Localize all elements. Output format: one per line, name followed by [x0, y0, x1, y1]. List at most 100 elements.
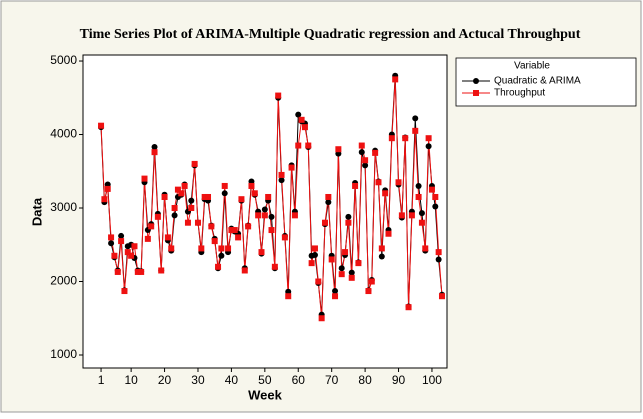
data-point [275, 92, 282, 99]
legend-label: Quadratic & ARIMA [494, 76, 581, 87]
data-point [111, 252, 118, 259]
x-axis-label: Week [248, 387, 282, 402]
data-point [211, 238, 218, 245]
data-point [194, 219, 201, 226]
data-point [408, 212, 415, 219]
data-point [235, 234, 242, 241]
data-point [402, 135, 409, 142]
data-point [311, 252, 318, 259]
y-tick-label: 2000 [50, 274, 77, 288]
data-point [315, 278, 322, 285]
data-point [141, 175, 148, 182]
data-point [278, 177, 285, 184]
data-point [154, 213, 161, 220]
data-point [178, 190, 185, 197]
data-point [318, 315, 325, 322]
data-point [108, 240, 115, 247]
x-tick-label: 70 [325, 373, 339, 387]
data-point [311, 245, 318, 252]
data-point [298, 116, 305, 123]
data-point [131, 243, 138, 250]
x-tick-label: 80 [358, 373, 372, 387]
data-point [118, 238, 125, 245]
data-point [415, 182, 422, 189]
data-point [261, 206, 268, 213]
data-point [218, 245, 225, 252]
x-tick-label: 10 [124, 373, 138, 387]
data-point [281, 234, 288, 241]
data-point [171, 212, 178, 219]
x-tick-label: 20 [158, 373, 172, 387]
data-point [291, 212, 298, 219]
data-point [128, 252, 135, 259]
data-point [435, 256, 442, 263]
data-point [248, 182, 255, 189]
data-point [328, 256, 335, 263]
data-point [418, 210, 425, 217]
data-point [151, 149, 158, 156]
data-point [365, 288, 372, 295]
data-point [432, 193, 439, 200]
data-point [245, 223, 252, 230]
data-point [221, 190, 228, 197]
chart-title: Time Series Plot of ARIMA-Multiple Quadr… [80, 27, 581, 42]
data-point [332, 288, 339, 295]
data-point [268, 227, 275, 234]
data-point [148, 223, 155, 230]
data-point [268, 213, 275, 220]
data-point [395, 179, 402, 186]
data-point [432, 203, 439, 210]
data-point [225, 245, 232, 252]
y-axis-label: Data [29, 197, 44, 226]
data-point [184, 219, 191, 226]
data-point [104, 185, 111, 192]
data-point [228, 227, 235, 234]
data-point [385, 230, 392, 237]
data-point [335, 146, 342, 153]
data-point [108, 234, 115, 241]
data-point [285, 293, 292, 300]
x-tick-label: 30 [191, 373, 205, 387]
data-point [218, 252, 225, 259]
y-tick-label: 3000 [50, 200, 77, 214]
data-point [352, 182, 359, 189]
y-tick-label: 5000 [50, 53, 77, 67]
data-point [295, 142, 302, 149]
data-point [231, 227, 238, 234]
data-point [405, 304, 412, 311]
data-point [205, 193, 212, 200]
data-point [251, 190, 258, 197]
data-point [258, 249, 265, 256]
data-point [338, 271, 345, 278]
legend-box [455, 57, 637, 107]
data-point [342, 249, 349, 256]
data-point [435, 249, 442, 256]
data-point [158, 267, 165, 274]
data-point [415, 193, 422, 200]
x-tick-label: 90 [392, 373, 406, 387]
y-tick-label: 4000 [50, 127, 77, 141]
legend-title: Variable [514, 61, 550, 72]
data-point [215, 263, 222, 270]
data-point [345, 213, 352, 220]
data-point [181, 182, 188, 189]
data-point [305, 142, 312, 149]
data-point [168, 245, 175, 252]
data-point [265, 193, 272, 200]
data-point [238, 196, 245, 203]
data-point [362, 157, 369, 164]
data-point [348, 269, 355, 276]
data-point [198, 245, 205, 252]
data-point [412, 127, 419, 134]
data-point [241, 267, 248, 274]
data-point [221, 182, 228, 189]
data-point [412, 115, 419, 122]
data-point [144, 235, 151, 242]
data-point [134, 268, 141, 275]
data-point [425, 143, 432, 150]
data-point [345, 219, 352, 226]
data-point [114, 268, 121, 275]
data-point [321, 219, 328, 226]
data-point [121, 288, 128, 295]
legend-label: Throughput [494, 88, 545, 99]
